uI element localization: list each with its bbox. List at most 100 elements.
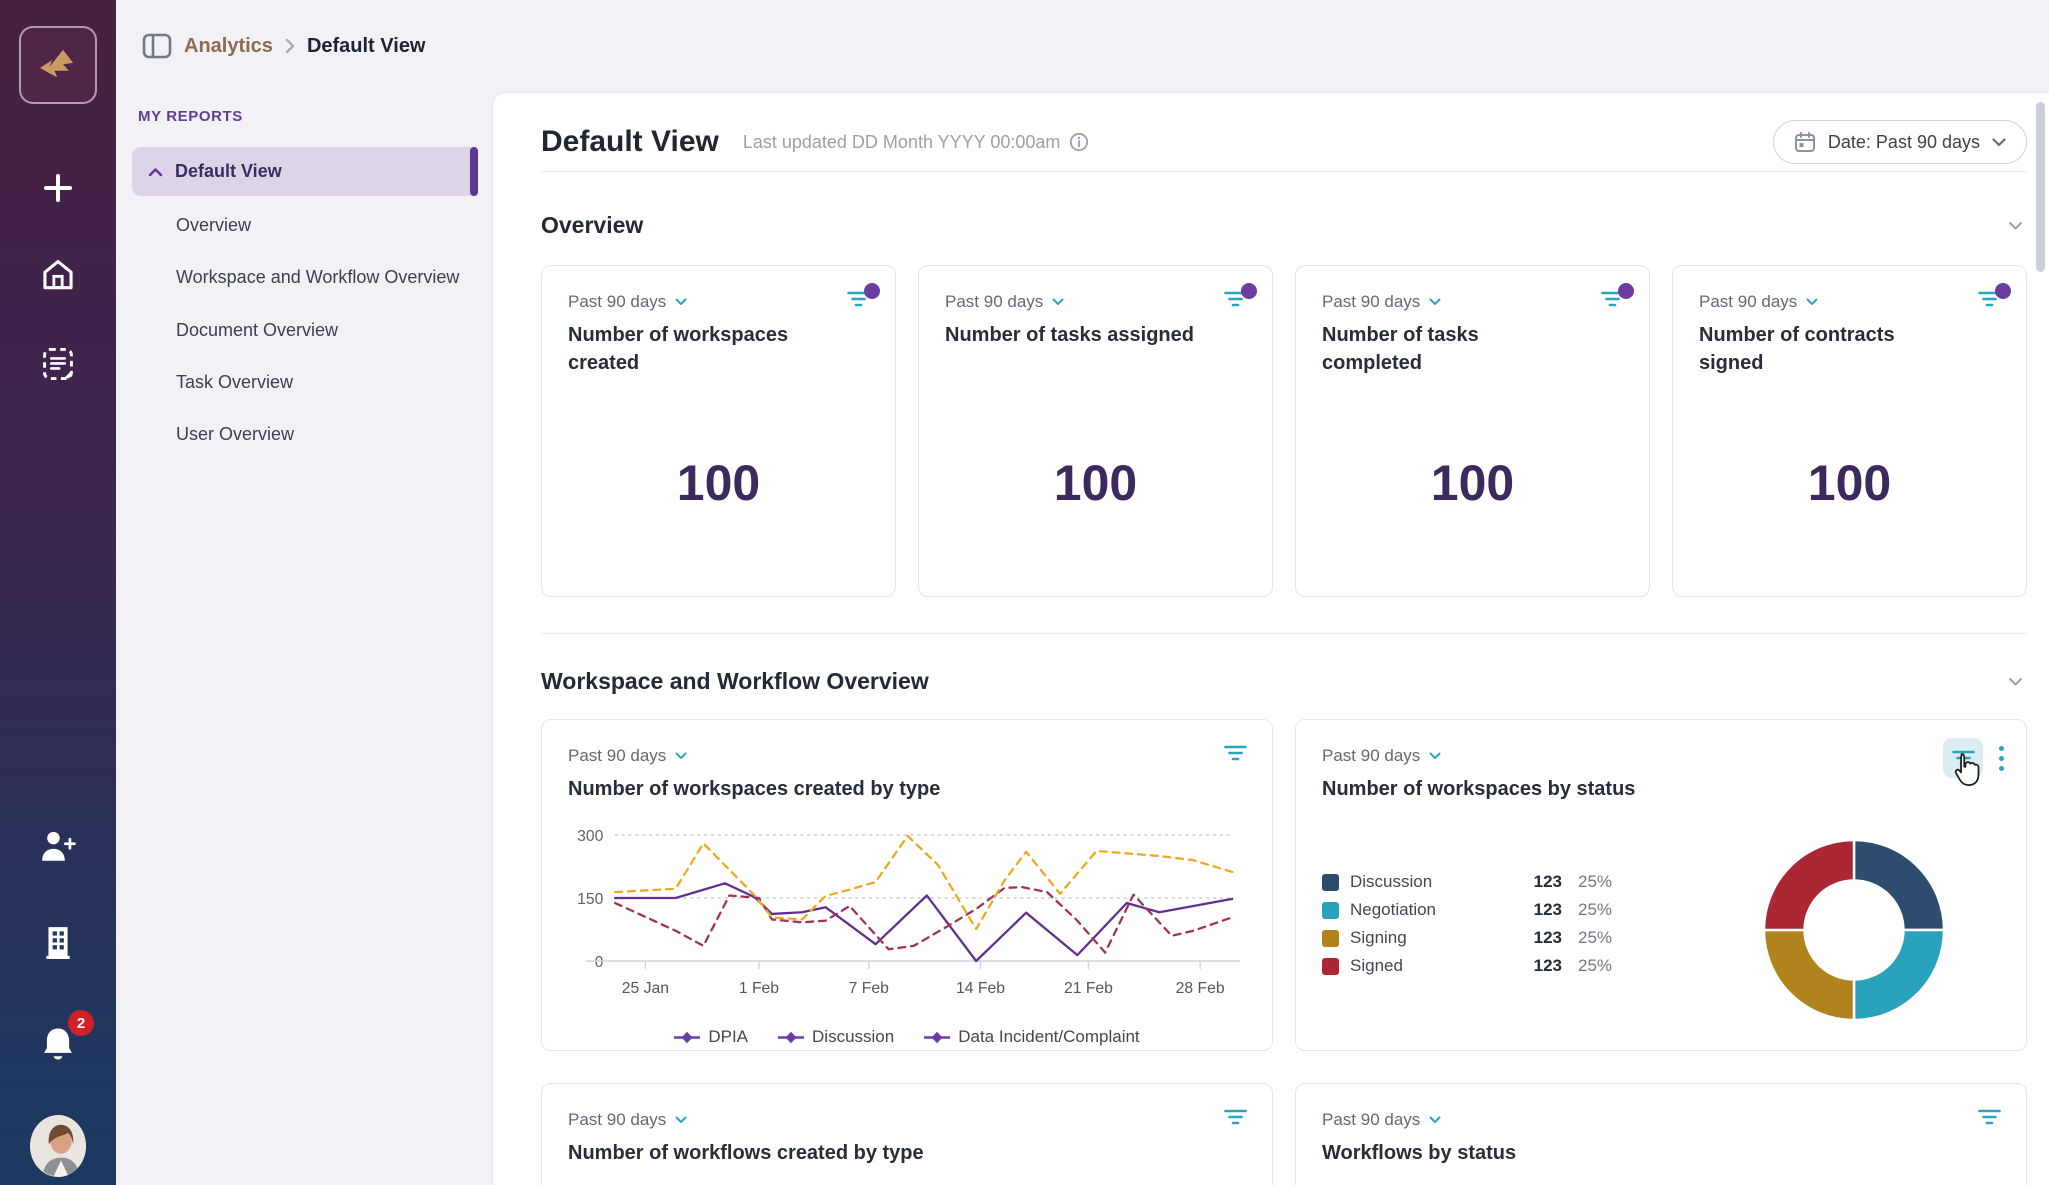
date-range-button[interactable]: Date: Past 90 days	[1772, 120, 2027, 164]
card-more-menu-button[interactable]	[1997, 740, 2006, 777]
building-icon	[46, 927, 70, 959]
sidebar-item-default-view[interactable]: Default View	[132, 147, 478, 196]
svg-text:1 Feb: 1 Feb	[739, 980, 779, 997]
filter-icon	[1601, 291, 1624, 307]
create-new-button[interactable]	[30, 160, 86, 216]
card-filter-button[interactable]	[1977, 283, 2011, 308]
card-period-dropdown[interactable]: Past 90 days	[1322, 292, 1441, 312]
card-title: Number of workspaces created	[568, 324, 789, 374]
card-title: Number of workspaces created by type	[568, 778, 941, 800]
reports-sidebar: MY REPORTS Default View Overview Workspa…	[116, 0, 492, 1185]
card-title: Number of contracts signed	[1699, 324, 1895, 374]
stat-value: 100	[1807, 455, 1892, 511]
card-filter-button[interactable]	[1223, 1108, 1248, 1126]
card-filter-button[interactable]	[1977, 1108, 2002, 1126]
legend-swatch	[1322, 957, 1339, 975]
last-updated-text: Last updated DD Month YYYY 00:00am	[743, 132, 1090, 153]
legend-row-signing: Signing 123 25%	[1322, 928, 1624, 948]
card-filter-button[interactable]	[846, 283, 880, 308]
breadcrumb-chevron-icon	[285, 38, 295, 54]
chevron-down-icon	[1429, 298, 1441, 305]
card-period-dropdown[interactable]: Past 90 days	[1322, 1110, 1441, 1130]
app-logo[interactable]	[19, 26, 97, 104]
legend-item[interactable]: DPIA	[674, 1027, 748, 1047]
legend-row-discussion: Discussion 123 25%	[1322, 872, 1624, 892]
stat-card-contracts-signed: Past 90 days Number of contracts signed …	[1672, 265, 2027, 597]
add-user-button[interactable]	[30, 818, 86, 874]
donut-slice-signed	[1762, 838, 1856, 932]
series-dashed	[614, 885, 1234, 954]
page-title: Default View	[541, 125, 719, 158]
chevron-down-icon	[1806, 298, 1818, 305]
card-period-dropdown[interactable]: Past 90 days	[568, 746, 687, 766]
profile-button[interactable]	[30, 1115, 86, 1177]
svg-text:7 Feb: 7 Feb	[849, 980, 889, 997]
stat-value: 100	[1430, 455, 1515, 511]
card-filter-button[interactable]	[1943, 738, 1983, 778]
chevron-down-icon	[1992, 137, 2006, 146]
workflows-by-type-card: Past 90 days Number of workflows created…	[541, 1083, 1273, 1185]
legend-item[interactable]: Data Incident/Complaint	[924, 1027, 1140, 1047]
home-button[interactable]	[30, 246, 86, 302]
donut-chart-card: Past 90 days Number of workspaces by sta…	[1295, 719, 2027, 1051]
section-collapse-chevron[interactable]	[2008, 677, 2023, 687]
card-period-dropdown[interactable]: Past 90 days	[568, 292, 687, 312]
chevron-down-icon	[1429, 752, 1441, 759]
chevron-down-icon	[675, 752, 687, 759]
card-filter-button[interactable]	[1223, 283, 1257, 308]
breadcrumb-analytics-link[interactable]: Analytics	[184, 34, 273, 57]
sidebar-item-workspace-workflow-overview[interactable]: Workspace and Workflow Overview	[176, 267, 460, 288]
card-period-dropdown[interactable]: Past 90 days	[1322, 746, 1441, 766]
line-chart-card: Past 90 days Number of workspaces create…	[541, 719, 1273, 1051]
card-period-dropdown[interactable]: Past 90 days	[945, 292, 1064, 312]
stat-card-tasks-completed: Past 90 days Number of tasks completed 1…	[1295, 265, 1650, 597]
card-period-dropdown[interactable]: Past 90 days	[568, 1110, 687, 1130]
diamond-marker-icon	[924, 1031, 951, 1043]
sidebar-item-task-overview[interactable]: Task Overview	[176, 371, 294, 392]
diamond-marker-icon	[674, 1031, 701, 1043]
sidebar-item-document-overview[interactable]: Document Overview	[176, 319, 339, 340]
stat-value: 100	[1053, 455, 1138, 511]
filter-icon	[1951, 750, 1975, 766]
breadcrumb-current-page: Default View	[306, 34, 426, 57]
info-icon[interactable]	[1069, 132, 1089, 152]
bottom-card-row: Past 90 days Number of workflows created…	[493, 1083, 2049, 1185]
chevron-down-icon	[1429, 1116, 1441, 1123]
panel-toggle-icon[interactable]	[142, 33, 172, 59]
stat-card-row: Past 90 days Number of workspaces create…	[493, 265, 2049, 597]
page-header: Default View Last updated DD Month YYYY …	[493, 93, 2049, 165]
header-divider	[541, 171, 2027, 172]
legend-item[interactable]: Discussion	[778, 1027, 894, 1047]
filter-active-dot	[1618, 283, 1634, 299]
diamond-marker-icon	[778, 1031, 805, 1043]
card-title: Workflows by status	[1322, 1142, 1517, 1164]
sidebar-item-overview[interactable]: Overview	[176, 215, 252, 235]
main-panel: Default View Last updated DD Month YYYY …	[492, 92, 2049, 1185]
section-overview-title: Overview	[541, 212, 644, 238]
svg-text:14 Feb: 14 Feb	[956, 980, 1005, 997]
series-dashed	[614, 834, 1234, 931]
filter-active-dot	[864, 283, 880, 299]
organization-button[interactable]	[30, 914, 86, 970]
donut-slice-signing	[1762, 928, 1856, 1022]
chart-legend: DPIA Discussion Data Incident/Complaint	[568, 1027, 1246, 1047]
bell-icon	[44, 1028, 72, 1060]
section-collapse-chevron[interactable]	[2008, 221, 2023, 231]
reports-nav-header: MY REPORTS	[138, 108, 243, 125]
legend-swatch	[1322, 901, 1339, 919]
notification-count-badge: 2	[68, 1010, 94, 1036]
section-overview-header: Overview	[493, 172, 2049, 265]
reports-button[interactable]	[30, 336, 86, 392]
plus-icon	[44, 174, 72, 202]
card-period-dropdown[interactable]: Past 90 days	[1699, 292, 1818, 312]
card-filter-button[interactable]	[1223, 744, 1248, 762]
section-divider	[541, 633, 2027, 634]
notifications-button[interactable]: 2	[30, 1010, 94, 1072]
card-filter-button[interactable]	[1600, 283, 1634, 308]
vertical-scrollbar[interactable]	[2036, 102, 2045, 272]
filter-active-dot	[1995, 283, 2011, 299]
sidebar-item-user-overview[interactable]: User Overview	[176, 424, 295, 445]
svg-text:0: 0	[595, 954, 604, 971]
calendar-icon	[1794, 132, 1815, 152]
app-rail: 2	[0, 0, 116, 1185]
